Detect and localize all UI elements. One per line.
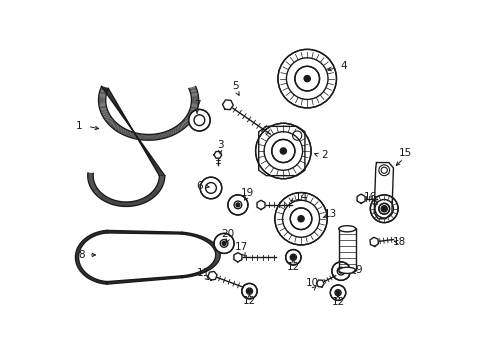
Circle shape bbox=[331, 262, 349, 280]
Polygon shape bbox=[356, 194, 365, 203]
Text: 10: 10 bbox=[305, 278, 319, 288]
Circle shape bbox=[280, 148, 286, 154]
Ellipse shape bbox=[338, 267, 355, 274]
Circle shape bbox=[222, 242, 225, 245]
Polygon shape bbox=[316, 280, 324, 287]
Circle shape bbox=[247, 289, 251, 293]
Circle shape bbox=[290, 208, 311, 230]
Circle shape bbox=[291, 255, 295, 259]
Text: 8: 8 bbox=[78, 250, 85, 260]
Circle shape bbox=[380, 206, 386, 212]
Text: 12: 12 bbox=[331, 297, 344, 307]
Polygon shape bbox=[207, 271, 217, 280]
Text: 15: 15 bbox=[398, 148, 411, 158]
Text: 13: 13 bbox=[323, 209, 336, 219]
Circle shape bbox=[335, 291, 339, 294]
Text: 1: 1 bbox=[76, 121, 82, 131]
Text: 19: 19 bbox=[240, 188, 253, 198]
Circle shape bbox=[241, 283, 257, 299]
Circle shape bbox=[304, 76, 310, 82]
Text: 11: 11 bbox=[196, 267, 209, 278]
Circle shape bbox=[339, 269, 342, 273]
Polygon shape bbox=[257, 200, 264, 210]
Circle shape bbox=[271, 139, 294, 163]
Text: 14: 14 bbox=[294, 192, 307, 202]
Text: 7: 7 bbox=[193, 100, 200, 110]
Text: 12: 12 bbox=[286, 261, 299, 271]
Ellipse shape bbox=[338, 226, 355, 232]
Circle shape bbox=[285, 249, 301, 265]
Circle shape bbox=[227, 195, 247, 215]
Text: 20: 20 bbox=[221, 229, 234, 239]
Text: 16: 16 bbox=[363, 192, 376, 202]
Circle shape bbox=[378, 165, 389, 176]
Text: 5: 5 bbox=[232, 81, 239, 91]
Polygon shape bbox=[369, 237, 378, 247]
Circle shape bbox=[378, 203, 389, 214]
Circle shape bbox=[255, 123, 310, 179]
Circle shape bbox=[329, 285, 345, 300]
Circle shape bbox=[236, 203, 239, 207]
Circle shape bbox=[297, 216, 304, 222]
Polygon shape bbox=[338, 229, 355, 270]
Circle shape bbox=[369, 195, 397, 222]
Circle shape bbox=[294, 66, 319, 91]
Text: 6: 6 bbox=[196, 181, 203, 191]
Text: 3: 3 bbox=[217, 140, 223, 150]
Text: 17: 17 bbox=[235, 242, 248, 252]
Circle shape bbox=[277, 49, 336, 108]
Text: 2: 2 bbox=[320, 150, 327, 160]
Polygon shape bbox=[222, 100, 233, 110]
Polygon shape bbox=[233, 253, 242, 262]
Text: 18: 18 bbox=[392, 237, 406, 247]
Circle shape bbox=[274, 193, 326, 245]
Text: 12: 12 bbox=[243, 296, 256, 306]
Polygon shape bbox=[373, 163, 393, 219]
Circle shape bbox=[200, 177, 221, 199]
Text: 4: 4 bbox=[339, 61, 346, 71]
Circle shape bbox=[214, 233, 234, 253]
Circle shape bbox=[188, 109, 210, 131]
Polygon shape bbox=[258, 126, 305, 176]
Polygon shape bbox=[214, 152, 221, 158]
Text: 9: 9 bbox=[355, 265, 362, 275]
Circle shape bbox=[292, 131, 301, 140]
